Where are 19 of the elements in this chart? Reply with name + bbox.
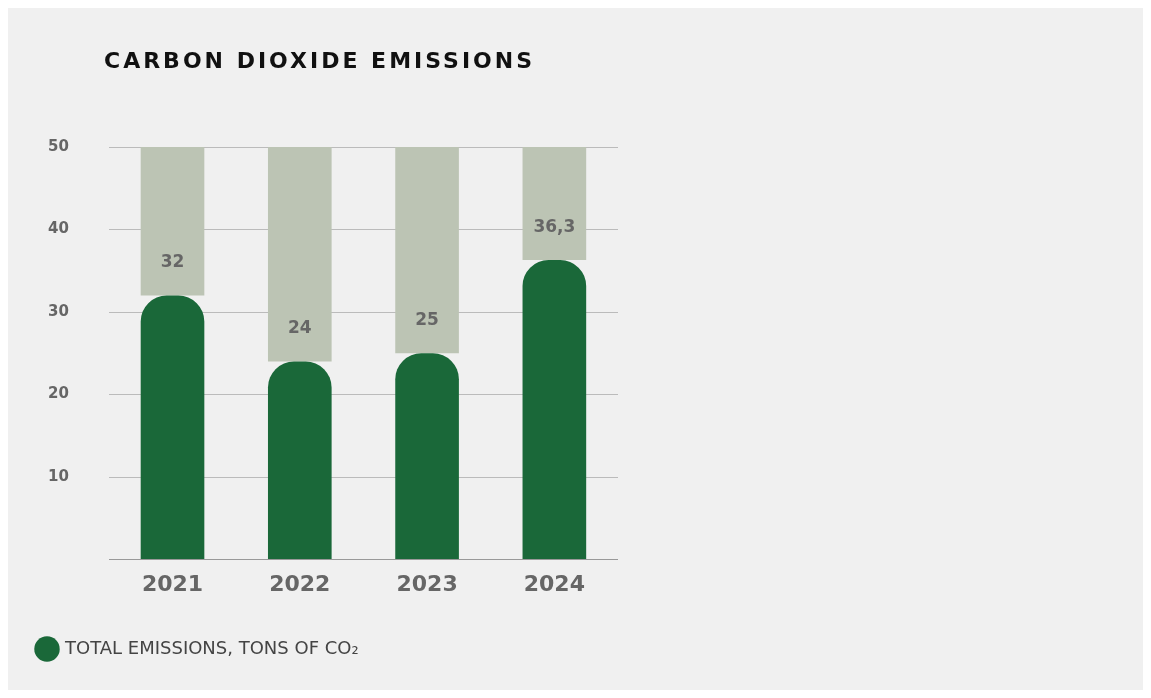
chart-title: CARBON DIOXIDE EMISSIONS — [104, 48, 536, 73]
bar — [395, 353, 459, 560]
y-tick-label: 50 — [48, 136, 69, 155]
data-label: 25 — [415, 309, 439, 330]
y-tick-label: 20 — [48, 384, 69, 403]
x-tick-label: 2021 — [141, 570, 204, 596]
x-tick-label: 2023 — [396, 570, 458, 596]
bar — [140, 295, 205, 560]
x-tick-label: 2022 — [269, 570, 331, 596]
bar — [267, 361, 332, 560]
y-tick-label: 30 — [48, 301, 69, 320]
x-tick-label: 2024 — [523, 570, 585, 596]
legend-label: TOTAL EMISSIONS, TONS OF CO₂ — [64, 636, 359, 658]
y-tick-label: 40 — [48, 219, 69, 238]
data-label: 24 — [287, 317, 312, 338]
y-tick-label: 10 — [48, 466, 69, 485]
data-label: 32 — [160, 251, 185, 272]
bar — [522, 260, 587, 560]
data-label: 36,3 — [533, 215, 576, 236]
